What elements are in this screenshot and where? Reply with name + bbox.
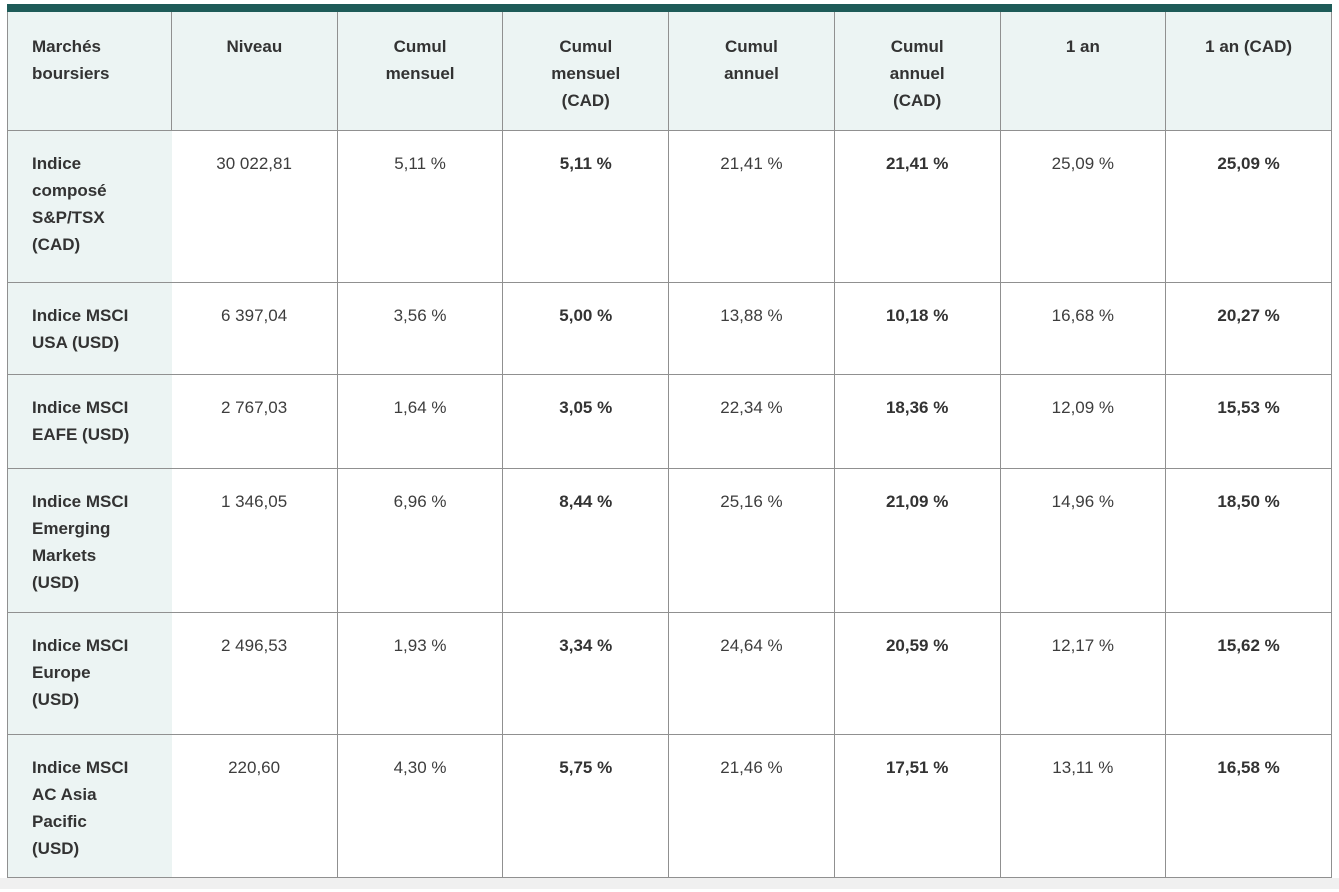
- column-header-cumul-mensuel-cad: Cumul mensuel (CAD): [502, 12, 669, 131]
- value-cell: 6 397,04: [171, 282, 338, 375]
- row-label: Indice MSCI Europe (USD): [7, 612, 172, 735]
- value-cell: 5,11 %: [502, 130, 669, 283]
- row-label: Indice composé S&P/TSX (CAD): [7, 130, 172, 283]
- column-header-cumul-mensuel: Cumul mensuel: [336, 12, 503, 131]
- value-cell: 21,41 %: [833, 130, 1001, 283]
- value-cell: 15,53 %: [1165, 374, 1332, 469]
- row-label: Indice MSCI EAFE (USD): [7, 374, 172, 469]
- value-cell: 30 022,81: [171, 130, 338, 283]
- row-label: Indice MSCI USA (USD): [7, 282, 172, 375]
- value-cell: 16,58 %: [1165, 734, 1332, 878]
- value-cell: 3,56 %: [336, 282, 503, 375]
- value-cell: 21,41 %: [668, 130, 835, 283]
- value-cell: 20,59 %: [833, 612, 1001, 735]
- table-row: Indice MSCI USA (USD) 6 397,04 3,56 % 5,…: [7, 282, 1332, 375]
- value-cell: 1 346,05: [171, 468, 338, 613]
- table-row: Indice MSCI Europe (USD) 2 496,53 1,93 %…: [7, 612, 1332, 735]
- value-cell: 25,16 %: [668, 468, 835, 613]
- table-row: Indice MSCI Emerging Markets (USD) 1 346…: [7, 468, 1332, 613]
- value-cell: 2 767,03: [171, 374, 338, 469]
- value-cell: 3,34 %: [502, 612, 669, 735]
- value-cell: 12,17 %: [999, 612, 1166, 735]
- column-header-cumul-annuel-cad: Cumul annuel (CAD): [833, 12, 1001, 131]
- row-label: Indice MSCI Emerging Markets (USD): [7, 468, 172, 613]
- column-header-cumul-annuel: Cumul annuel: [668, 12, 835, 131]
- value-cell: 5,11 %: [336, 130, 503, 283]
- value-cell: 4,30 %: [336, 734, 503, 878]
- value-cell: 10,18 %: [833, 282, 1001, 375]
- value-cell: 18,36 %: [833, 374, 1001, 469]
- value-cell: 15,62 %: [1165, 612, 1332, 735]
- column-header-1-an-cad: 1 an (CAD): [1165, 12, 1332, 131]
- value-cell: 8,44 %: [502, 468, 669, 613]
- accent-top-bar: [7, 4, 1332, 12]
- value-cell: 1,64 %: [336, 374, 503, 469]
- column-header-marches-boursiers: Marchés boursiers: [7, 12, 172, 131]
- value-cell: 5,00 %: [502, 282, 669, 375]
- row-label: Indice MSCI AC Asia Pacific (USD): [7, 734, 172, 878]
- value-cell: 6,96 %: [336, 468, 503, 613]
- value-cell: 13,88 %: [668, 282, 835, 375]
- table-row: Indice composé S&P/TSX (CAD) 30 022,81 5…: [7, 130, 1332, 283]
- value-cell: 25,09 %: [999, 130, 1166, 283]
- value-cell: 24,64 %: [668, 612, 835, 735]
- value-cell: 13,11 %: [999, 734, 1166, 878]
- column-header-niveau: Niveau: [171, 12, 338, 131]
- market-indices-table-container: Marchés boursiers Niveau Cumul mensuel C…: [7, 4, 1332, 878]
- value-cell: 5,75 %: [502, 734, 669, 878]
- value-cell: 21,46 %: [668, 734, 835, 878]
- header-row: Marchés boursiers Niveau Cumul mensuel C…: [7, 12, 1332, 131]
- value-cell: 3,05 %: [502, 374, 669, 469]
- value-cell: 17,51 %: [833, 734, 1001, 878]
- value-cell: 1,93 %: [336, 612, 503, 735]
- value-cell: 220,60: [171, 734, 338, 878]
- market-indices-table: Marchés boursiers Niveau Cumul mensuel C…: [7, 12, 1332, 878]
- value-cell: 14,96 %: [999, 468, 1166, 613]
- value-cell: 12,09 %: [999, 374, 1166, 469]
- table-row: Indice MSCI AC Asia Pacific (USD) 220,60…: [7, 734, 1332, 878]
- table-row: Indice MSCI EAFE (USD) 2 767,03 1,64 % 3…: [7, 374, 1332, 469]
- value-cell: 25,09 %: [1165, 130, 1332, 283]
- page-bottom-strip: [0, 877, 1339, 889]
- value-cell: 2 496,53: [171, 612, 338, 735]
- value-cell: 20,27 %: [1165, 282, 1332, 375]
- value-cell: 18,50 %: [1165, 468, 1332, 613]
- column-header-1-an: 1 an: [999, 12, 1166, 131]
- value-cell: 22,34 %: [668, 374, 835, 469]
- value-cell: 21,09 %: [833, 468, 1001, 613]
- value-cell: 16,68 %: [999, 282, 1166, 375]
